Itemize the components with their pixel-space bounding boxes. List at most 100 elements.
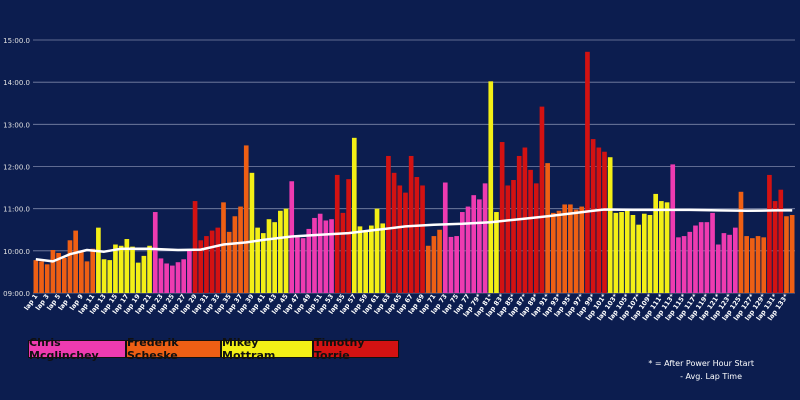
bar [539,106,545,294]
bar [209,230,215,293]
bar [397,185,403,293]
bar [61,258,67,293]
bar [789,214,795,293]
bar [556,210,562,293]
bar [386,155,391,293]
bar [272,222,278,293]
bar [755,236,761,293]
bar [460,212,465,293]
bar [192,201,198,293]
bar [414,177,420,293]
bar [84,261,90,294]
bar [50,249,56,293]
bar [704,222,710,293]
y-tick-label: 13:00.0 [3,121,30,129]
bar [721,233,727,293]
y-tick-label: 15:00.0 [3,37,30,45]
bar [676,237,681,293]
bar [300,238,306,293]
legend-label: Frederik Scheske [127,336,179,362]
y-tick-label: 10:00.0 [3,248,30,256]
bar [141,255,147,293]
bar [505,185,511,293]
bar [738,191,744,293]
bar [602,151,607,293]
bar [317,213,323,293]
bar [653,193,659,293]
bar [107,260,113,293]
bar [135,262,141,293]
bar [266,219,272,293]
bar [295,237,300,293]
bar [465,206,471,293]
bar [175,262,181,293]
bar [118,245,124,293]
bar [187,250,192,293]
bar [607,157,613,293]
bar [471,195,477,293]
bar [130,246,135,293]
legend-timothy-torrie: Timothy Torrie [313,336,399,362]
bar [67,240,73,293]
legend-label: Timothy Torrie [314,336,365,362]
bar [403,192,408,293]
bar [260,233,266,293]
bar [238,206,243,293]
bar [204,236,209,293]
bar [499,142,505,293]
bar [454,236,459,293]
bar [56,252,61,293]
bar [533,183,539,293]
bar [482,183,488,293]
legend: Chris Mcglinchey Frederik Scheske Mikey … [28,336,399,362]
bar [619,212,624,293]
bar [613,212,619,293]
bar [357,226,363,293]
bar [761,237,767,293]
legend-label: Chris Mcglinchey [29,336,99,362]
bar [636,224,641,293]
bar [494,212,499,293]
legend-chris-mcglinchey: Chris Mcglinchey [28,336,126,362]
bar [681,236,687,293]
y-tick-label: 11:00.0 [3,206,30,214]
bar [659,201,664,293]
bar [573,209,579,293]
y-axis-ticks: 09:00.0 10:00.0 11:00.0 12:00.0 13:00.0 14:00… [3,37,30,298]
bar [687,231,693,293]
bar [545,163,550,293]
power-hour-note: * = After Power Hour Start [648,359,754,368]
bar [437,229,442,293]
bar [44,264,50,293]
bar [511,179,516,293]
bar [550,212,556,293]
bar [715,244,721,293]
bar [329,219,334,293]
bar [670,164,676,293]
bar [448,236,454,293]
grid-lines [33,39,795,294]
bar [647,214,653,293]
bar [420,185,425,293]
bar [596,147,602,293]
bars [33,51,795,294]
bar [39,261,44,294]
bar [147,245,152,293]
bar [710,212,715,293]
bar [408,155,414,293]
bar [101,259,107,293]
bar [767,174,772,293]
bar [664,202,670,293]
bar [784,216,789,293]
bar [772,201,778,293]
avg-lap-time-line [35,208,793,263]
bar [778,189,784,293]
bar [727,234,732,293]
bar [113,244,118,293]
bar [442,182,448,293]
bar [198,240,204,293]
bar [164,263,169,293]
legend-mikey-mottram: Mikey Mottram [221,336,313,362]
